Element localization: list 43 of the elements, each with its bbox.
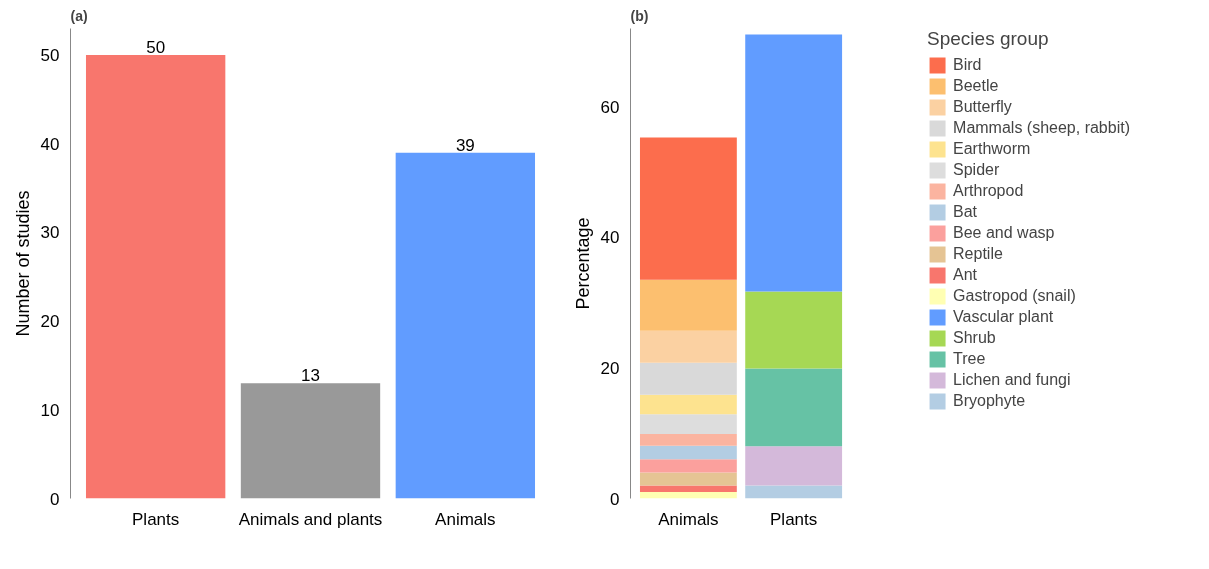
legend-label: Earthworm bbox=[953, 139, 1031, 159]
legend-label: Bryophyte bbox=[953, 391, 1026, 411]
chart-title: (a) bbox=[70, 7, 88, 24]
y-tick-label: 10 bbox=[40, 400, 60, 420]
x-tick-label: Animals bbox=[658, 509, 719, 529]
legend-label: Spider bbox=[953, 160, 1000, 180]
legend-label: Bee and wasp bbox=[953, 223, 1055, 243]
x-tick-label: Animals bbox=[435, 509, 496, 529]
legend-label: Butterfly bbox=[953, 97, 1012, 117]
legend-label: Beetle bbox=[953, 76, 999, 96]
legend-label: Reptile bbox=[953, 244, 1003, 264]
legend-label: Bird bbox=[953, 55, 982, 75]
y-tick-label: 20 bbox=[40, 312, 60, 332]
y-tick-label: 40 bbox=[40, 134, 60, 154]
y-tick-label: 40 bbox=[600, 228, 620, 248]
y-axis-title: Percentage bbox=[572, 217, 593, 310]
y-tick-label: 0 bbox=[610, 489, 620, 509]
chart-title: (b) bbox=[630, 7, 649, 24]
legend-label: Lichen and fungi bbox=[953, 370, 1071, 390]
y-tick-label: 60 bbox=[600, 97, 620, 117]
legend-label: Tree bbox=[953, 349, 986, 369]
bar bbox=[240, 383, 381, 499]
legend-label: Mammals (sheep, rabbit) bbox=[953, 118, 1130, 138]
legend-label: Bat bbox=[953, 202, 978, 222]
legend-label: Ant bbox=[953, 265, 978, 285]
legend-label: Arthropod bbox=[953, 181, 1024, 201]
data-label: 50 bbox=[146, 38, 166, 58]
x-tick-label: Plants bbox=[132, 509, 180, 529]
legend-label: Vascular plant bbox=[953, 307, 1054, 327]
y-axis-title: Number of studies bbox=[12, 190, 33, 337]
bar bbox=[85, 55, 226, 499]
legend-title: Species group bbox=[927, 28, 1050, 50]
data-label: 13 bbox=[301, 366, 320, 386]
bar bbox=[395, 152, 536, 499]
y-tick-label: 0 bbox=[50, 489, 60, 509]
x-tick-label: Animals and plants bbox=[238, 509, 383, 529]
y-tick-label: 30 bbox=[40, 223, 60, 243]
legend-label: Gastropod (snail) bbox=[953, 286, 1076, 306]
x-tick-label: Plants bbox=[770, 509, 818, 529]
data-label: 39 bbox=[455, 135, 475, 155]
y-tick-label: 50 bbox=[40, 46, 60, 66]
y-tick-label: 20 bbox=[600, 358, 620, 378]
legend-label: Shrub bbox=[953, 328, 996, 348]
